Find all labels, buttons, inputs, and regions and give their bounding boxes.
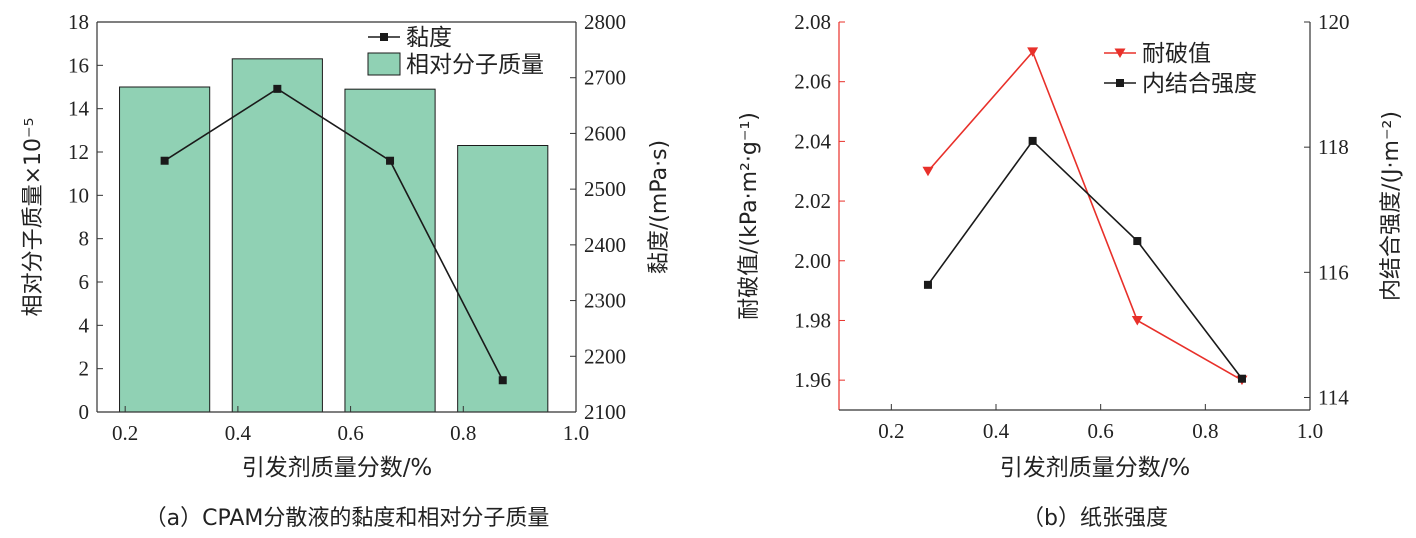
chart-0-y-axis-title: 相对分子质量×10⁻⁵	[21, 118, 46, 317]
chart-0-y-tick-label-9: 18	[68, 10, 89, 34]
chart-0-bar-2	[344, 88, 436, 413]
chart-1-legend-label-0: 耐破值	[1142, 41, 1211, 67]
chart-0-bar-3	[457, 145, 549, 413]
chart-1-x-tick-label-1: 0.4	[983, 419, 1010, 443]
chart-0-y2-axis-title: 黏度/(mPa·s)	[647, 140, 672, 274]
chart-1-legend-marker-0	[1114, 48, 1126, 58]
chart-0-y2-tick-label-2: 2300	[584, 289, 626, 313]
chart-0-caption: （a）CPAM分散液的黏度和相对分子质量	[145, 506, 550, 531]
chart-0-y-tick-label-8: 16	[68, 53, 89, 77]
chart-1-y-tick-label-3: 2.02	[794, 189, 831, 213]
chart-1-series-1-line	[927, 139, 1243, 380]
chart-1-series-0-line	[927, 50, 1243, 381]
chart-0-series-0-point-1	[273, 84, 282, 93]
chart-0-y2-tick-label-6: 2700	[584, 66, 626, 90]
chart-1-y2-axis-title: 内结合强度/(J·m⁻²)	[1379, 111, 1404, 301]
chart-0-bar-0	[119, 86, 211, 413]
chart-1-y-tick-label-0: 1.96	[794, 368, 831, 392]
chart-b: 0.2 0.4 0.6 0.8 1.0 1.96 1.98 2.00 2.02 2.04 2.06 2…	[708, 0, 1416, 534]
chart-1-x-tick-label-2: 0.6	[1088, 419, 1114, 443]
chart-1-y-tick-label-2: 2.00	[794, 249, 831, 273]
chart-0-x-tick-label-1: 0.4	[225, 421, 252, 445]
chart-0-series-0-line	[164, 87, 504, 381]
chart-a-svg: 0.2 0.4 0.6 0.8 1.0 0 2 4 6 8 10 12 14 16 18 2100 2200 23…	[21, 10, 672, 531]
chart-1-series-0-point-0	[922, 166, 934, 177]
chart-0-y-tick-label-2: 4	[79, 313, 90, 337]
chart-1-series-1-point-2	[1133, 237, 1142, 246]
chart-1-y-tick-label-1: 1.98	[794, 308, 831, 332]
chart-0-x-tick-label-4: 1.0	[563, 421, 589, 445]
chart-1-x-tick-label-4: 1.0	[1297, 419, 1323, 443]
chart-0-x-tick-label-2: 0.6	[337, 421, 363, 445]
chart-0-series-0-point-0	[160, 156, 169, 165]
chart-0-y-tick-label-1: 2	[79, 357, 90, 381]
chart-1-caption: （b）纸张强度	[1022, 506, 1168, 531]
chart-1-series-1-point-3	[1237, 374, 1246, 383]
chart-1-legend-marker-1	[1116, 79, 1124, 87]
chart-0-x-axis-title: 引发剂质量分数/%	[242, 455, 433, 481]
chart-0-y2-tick-label-4: 2500	[584, 177, 626, 201]
chart-1-series-0-point-1	[1027, 47, 1039, 57]
chart-a: 0.2 0.4 0.6 0.8 1.0 0 2 4 6 8 10 12 14 16 18 2100 2200 23…	[0, 0, 708, 534]
chart-1-legend-label-1: 内结合强度	[1142, 71, 1257, 97]
chart-1-y2-tick-label-1: 116	[1318, 260, 1349, 284]
chart-1-y-tick-label-4: 2.04	[794, 129, 831, 153]
chart-1-y-tick-label-6: 2.08	[794, 10, 831, 34]
chart-0-legend-swatch-1	[367, 52, 401, 76]
chart-0-legend-marker-0	[380, 33, 388, 41]
chart-0-y2-tick-label-7: 2800	[584, 10, 626, 34]
chart-1-y-axis-title: 耐破值/(kPa·m²·g⁻¹)	[737, 112, 762, 320]
chart-1-x-tick-label-0: 0.2	[878, 419, 904, 443]
chart-1-y-tick-label-5: 2.06	[794, 70, 831, 94]
chart-0-y2-tick-label-3: 2400	[584, 233, 626, 257]
chart-1-series-1-point-1	[1028, 136, 1037, 145]
chart-0-series-0-point-2	[386, 156, 395, 165]
chart-0-bar-1	[231, 58, 323, 413]
chart-0-x-tick-label-3: 0.8	[450, 421, 476, 445]
chart-0-y-tick-label-7: 14	[68, 97, 90, 121]
chart-1-y2-tick-label-3: 120	[1318, 10, 1350, 34]
chart-0-x-tick-label-0: 0.2	[112, 421, 138, 445]
chart-0-y2-tick-label-0: 2100	[584, 400, 626, 424]
chart-b-svg: 0.2 0.4 0.6 0.8 1.0 1.96 1.98 2.00 2.02 2.04 2.06 2…	[737, 10, 1404, 531]
chart-0-y2-tick-label-5: 2600	[584, 121, 626, 145]
chart-0-legend-label-0: 黏度	[406, 25, 452, 51]
chart-0-legend-label-1: 相对分子质量	[406, 52, 544, 78]
chart-0-y-tick-label-0: 0	[79, 400, 90, 424]
chart-0-y2-tick-label-1: 2200	[584, 344, 626, 368]
chart-0-y-tick-label-6: 12	[68, 140, 89, 164]
chart-1-y2-tick-label-2: 118	[1318, 135, 1349, 159]
chart-1-x-axis-title: 引发剂质量分数/%	[1000, 455, 1191, 481]
chart-1-y2-tick-label-0: 114	[1318, 385, 1349, 409]
chart-0-y-tick-label-3: 6	[79, 270, 90, 294]
chart-0-y-tick-label-5: 10	[68, 183, 89, 207]
chart-1-x-tick-label-3: 0.8	[1192, 419, 1218, 443]
chart-1-series-0-point-2	[1131, 315, 1143, 326]
chart-1-series-1-point-0	[923, 280, 932, 289]
chart-0-series-0-point-3	[498, 376, 507, 385]
chart-0-y-tick-label-4: 8	[79, 227, 90, 251]
